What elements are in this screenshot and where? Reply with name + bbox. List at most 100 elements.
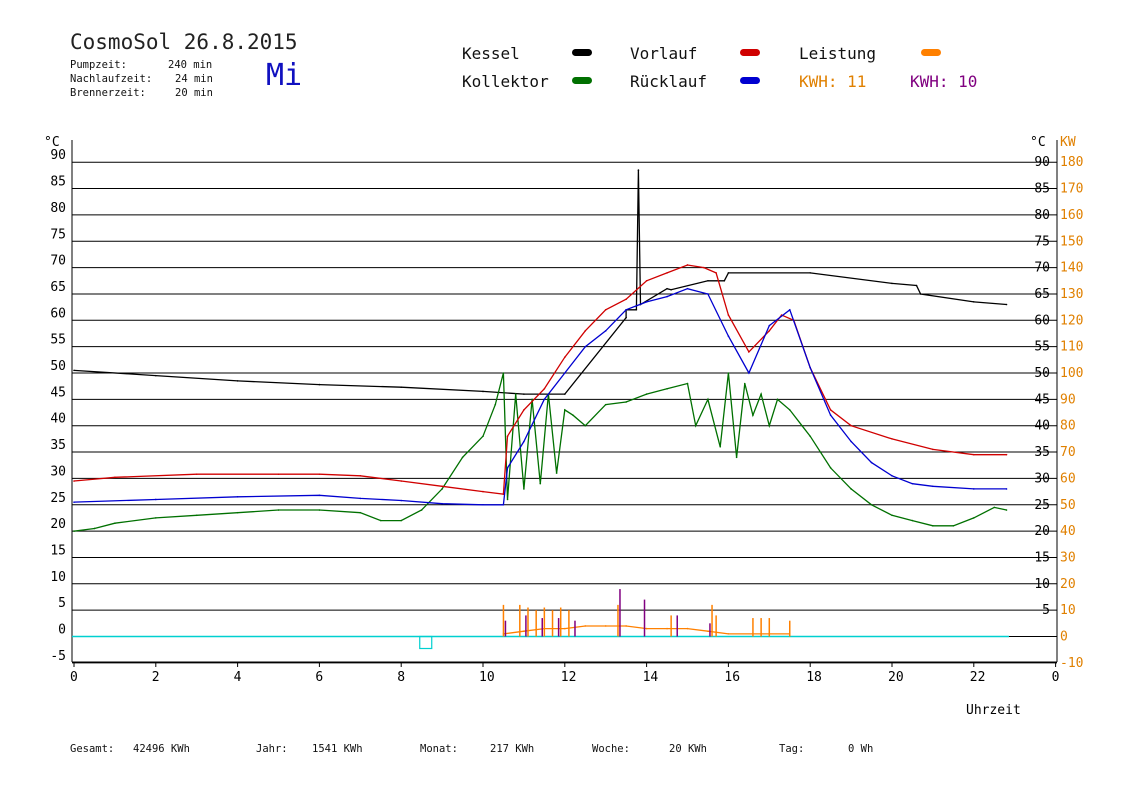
series-point bbox=[952, 525, 955, 527]
y-tick-left: 10 bbox=[50, 570, 66, 585]
y-tick-power: 120 bbox=[1060, 313, 1083, 328]
series-point bbox=[743, 382, 746, 385]
series-point bbox=[645, 279, 648, 282]
series-point bbox=[760, 393, 762, 395]
x-tick-label: 2 bbox=[152, 670, 160, 685]
series-point bbox=[400, 499, 403, 502]
series-point bbox=[195, 514, 198, 517]
series-point bbox=[420, 509, 423, 511]
series-point bbox=[973, 301, 975, 303]
series-point bbox=[318, 473, 321, 475]
series-point bbox=[604, 330, 607, 332]
series-point bbox=[707, 630, 709, 633]
series-point bbox=[236, 496, 239, 498]
y-tick-right: 35 bbox=[1034, 445, 1050, 460]
series-point bbox=[461, 456, 464, 459]
footer-jahr-label: Jahr: bbox=[256, 743, 288, 755]
series-point bbox=[441, 485, 443, 488]
series-point bbox=[625, 625, 627, 627]
series-point bbox=[776, 398, 779, 401]
series-point bbox=[735, 456, 738, 459]
series-point bbox=[829, 414, 832, 416]
series-point bbox=[727, 633, 730, 635]
param-value-pumpzeit: 240 min bbox=[168, 59, 213, 71]
series-point bbox=[604, 403, 607, 406]
series-point bbox=[973, 488, 975, 490]
series-point bbox=[703, 266, 705, 269]
series-point bbox=[506, 435, 509, 438]
series-point bbox=[523, 393, 525, 395]
series-point bbox=[604, 308, 607, 311]
series-point bbox=[584, 330, 587, 332]
series-point bbox=[236, 511, 239, 514]
series-point bbox=[809, 366, 811, 369]
series-point bbox=[727, 272, 730, 274]
y-tick-right: 90 bbox=[1034, 155, 1050, 170]
y-tick-power: 160 bbox=[1060, 208, 1083, 223]
series-point bbox=[768, 324, 771, 327]
y-tick-right: 50 bbox=[1034, 366, 1050, 381]
y-tick-power: 40 bbox=[1060, 524, 1076, 539]
footer-gesamt-label: Gesamt: bbox=[70, 743, 115, 755]
y-axis-left-unit: °C bbox=[44, 135, 60, 150]
series-point bbox=[523, 409, 525, 411]
series-point bbox=[727, 314, 730, 316]
y-tick-right: 10 bbox=[1034, 577, 1050, 592]
series-point bbox=[155, 374, 157, 377]
legend-ruecklauf-label: Rücklauf bbox=[630, 72, 708, 91]
series-point bbox=[788, 409, 791, 411]
series-point bbox=[523, 440, 525, 443]
y-tick-left: 20 bbox=[50, 517, 66, 532]
series-point bbox=[768, 424, 771, 427]
footer-woche-value: 20 KWh bbox=[669, 743, 707, 755]
x-tick-label: 16 bbox=[724, 670, 740, 685]
y-tick-right: 5 bbox=[1042, 603, 1050, 618]
series-point bbox=[482, 490, 484, 493]
y-tick-left: 25 bbox=[50, 491, 66, 506]
x-tick-label: 10 bbox=[479, 670, 495, 685]
series-point bbox=[73, 480, 75, 482]
series-point bbox=[523, 488, 525, 490]
y-tick-left: 0 bbox=[58, 623, 66, 638]
series-line-leistung bbox=[503, 625, 790, 635]
series-point bbox=[801, 424, 803, 427]
y-tick-left: 65 bbox=[50, 280, 66, 295]
y-tick-power: 100 bbox=[1060, 366, 1083, 381]
series-point bbox=[318, 494, 321, 497]
series-point bbox=[670, 288, 672, 291]
footer-woche-label: Woche: bbox=[592, 743, 630, 755]
series-point bbox=[694, 424, 697, 427]
series-point bbox=[514, 393, 517, 395]
y-tick-power: 20 bbox=[1060, 577, 1076, 592]
series-point bbox=[932, 448, 934, 451]
series-point bbox=[318, 383, 321, 386]
series-point bbox=[555, 472, 558, 474]
param-label-nachlaufzeit: Nachlaufzeit: bbox=[70, 73, 153, 85]
y-tick-power: 170 bbox=[1060, 182, 1083, 197]
series-point bbox=[870, 503, 873, 506]
x-tick-label: 4 bbox=[234, 670, 242, 685]
x-tick-label: 6 bbox=[315, 670, 323, 685]
series-line-rücklauf bbox=[73, 288, 1007, 506]
y-tick-left: 5 bbox=[58, 596, 66, 611]
series-point bbox=[73, 369, 75, 372]
y-tick-power: 140 bbox=[1060, 261, 1083, 276]
y-tick-right: 60 bbox=[1034, 313, 1050, 328]
series-point bbox=[502, 493, 505, 496]
series-point bbox=[584, 625, 587, 627]
y-tick-left: 15 bbox=[50, 543, 66, 558]
series-point bbox=[915, 284, 918, 287]
series-point bbox=[564, 409, 566, 411]
series-point bbox=[506, 498, 509, 501]
series-point bbox=[666, 295, 668, 298]
series-line-vorlauf bbox=[73, 264, 1007, 495]
series-point bbox=[637, 169, 640, 171]
footer-monat-value: 217 KWh bbox=[490, 743, 535, 755]
y-tick-left: 35 bbox=[50, 438, 66, 453]
series-point bbox=[891, 474, 893, 477]
series-point bbox=[919, 293, 922, 295]
param-label-brennerzeit: Brennerzeit: bbox=[70, 87, 146, 99]
series-point bbox=[1005, 509, 1008, 511]
y-tick-power: 110 bbox=[1060, 340, 1083, 355]
